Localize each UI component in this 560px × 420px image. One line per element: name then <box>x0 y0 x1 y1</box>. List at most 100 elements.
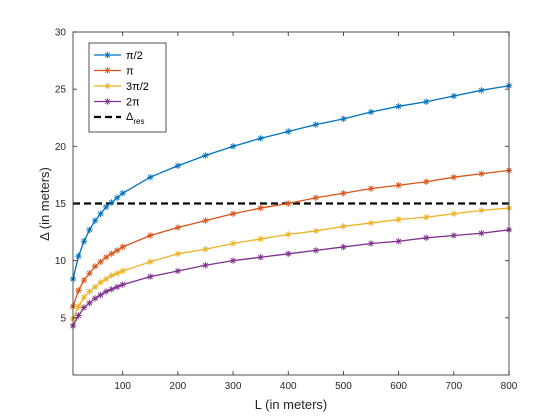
data-point <box>367 185 375 192</box>
legend: π/2 π 3π/2 2π Δres <box>88 42 167 133</box>
legend-marker <box>104 82 111 90</box>
data-point <box>113 283 121 291</box>
data-point <box>285 231 292 238</box>
data-point <box>102 254 110 261</box>
series-4 <box>69 226 513 330</box>
data-point <box>102 203 110 211</box>
data-point <box>450 174 458 181</box>
x-tick-label: 200 <box>170 381 187 392</box>
data-point <box>86 270 93 277</box>
data-point <box>113 194 121 201</box>
data-point <box>257 235 264 243</box>
data-point <box>119 281 126 288</box>
data-point <box>80 276 88 284</box>
data-point <box>202 152 209 159</box>
data-point <box>340 223 347 230</box>
data-point <box>97 258 104 266</box>
data-point <box>423 98 430 105</box>
y-axis-ticks: 5 10 15 20 25 30 <box>55 28 509 324</box>
legend-label: 2π <box>126 97 140 109</box>
y-tick-label: 20 <box>55 142 67 153</box>
data-point <box>102 288 110 295</box>
data-point <box>312 121 320 128</box>
data-point <box>312 247 320 254</box>
data-point <box>91 295 99 302</box>
series-1 <box>69 82 513 283</box>
data-point <box>174 224 182 231</box>
data-point <box>423 214 430 221</box>
data-point <box>423 178 430 185</box>
data-point <box>395 103 402 110</box>
legend-entry: 3π/2 <box>94 81 149 93</box>
series-3 <box>69 204 513 323</box>
data-point <box>75 303 82 310</box>
data-point <box>395 216 402 223</box>
y-tick-label: 15 <box>55 199 67 210</box>
data-point <box>257 204 264 212</box>
data-point <box>75 287 82 294</box>
data-point <box>75 312 82 319</box>
data-point <box>202 262 209 269</box>
data-point <box>340 190 347 197</box>
data-point <box>113 247 121 254</box>
y-axis-label: Δ (in meters) <box>37 167 52 241</box>
data-point <box>174 267 182 275</box>
data-point <box>174 250 182 258</box>
data-point <box>450 92 458 100</box>
data-point <box>108 272 115 279</box>
data-point <box>367 219 375 227</box>
data-point <box>147 232 154 239</box>
x-tick-label: 300 <box>225 381 242 392</box>
data-point <box>202 246 209 253</box>
data-point <box>478 170 485 177</box>
data-point <box>367 108 375 116</box>
data-point <box>229 210 237 217</box>
data-point <box>229 143 237 150</box>
legend-entry: π/2 <box>94 50 143 62</box>
data-point <box>229 240 237 247</box>
data-point <box>97 279 104 286</box>
data-point <box>450 232 458 239</box>
data-point <box>108 250 115 258</box>
x-tick-label: 400 <box>280 381 297 392</box>
data-point <box>119 243 126 251</box>
data-point <box>257 254 264 261</box>
data-point <box>102 275 110 283</box>
legend-box <box>88 42 167 133</box>
data-point <box>97 291 104 299</box>
data-point <box>312 227 320 235</box>
legend-label: Δres <box>126 111 144 126</box>
data-point <box>395 238 402 245</box>
legend-marker <box>104 98 111 105</box>
data-point <box>285 200 292 207</box>
legend-marker <box>104 67 111 74</box>
data-point <box>97 210 104 217</box>
legend-label: π <box>126 66 134 78</box>
legend-label: 3π/2 <box>126 81 149 93</box>
x-tick-label: 500 <box>335 381 352 392</box>
legend-label: π/2 <box>126 50 143 62</box>
data-point <box>108 286 115 293</box>
data-point <box>147 273 154 280</box>
y-tick-label: 25 <box>55 85 67 96</box>
y-tick-label: 30 <box>55 28 67 39</box>
legend-entry-reference: Δres <box>94 111 144 126</box>
data-point <box>478 230 485 237</box>
series-layer <box>69 82 513 330</box>
data-point <box>423 234 430 241</box>
data-point <box>478 87 485 94</box>
x-tick-label: 800 <box>501 381 518 392</box>
data-point <box>80 294 88 301</box>
x-tick-label: 600 <box>390 381 407 392</box>
data-point <box>395 182 402 189</box>
x-axis-label: L (in meters) <box>255 397 327 412</box>
y-tick-label: 10 <box>55 256 67 267</box>
data-point <box>340 243 347 251</box>
x-tick-label: 700 <box>445 381 462 392</box>
data-point <box>174 162 182 169</box>
data-point <box>119 190 126 197</box>
data-point <box>450 210 458 217</box>
data-point <box>285 128 292 135</box>
data-point <box>312 194 320 201</box>
